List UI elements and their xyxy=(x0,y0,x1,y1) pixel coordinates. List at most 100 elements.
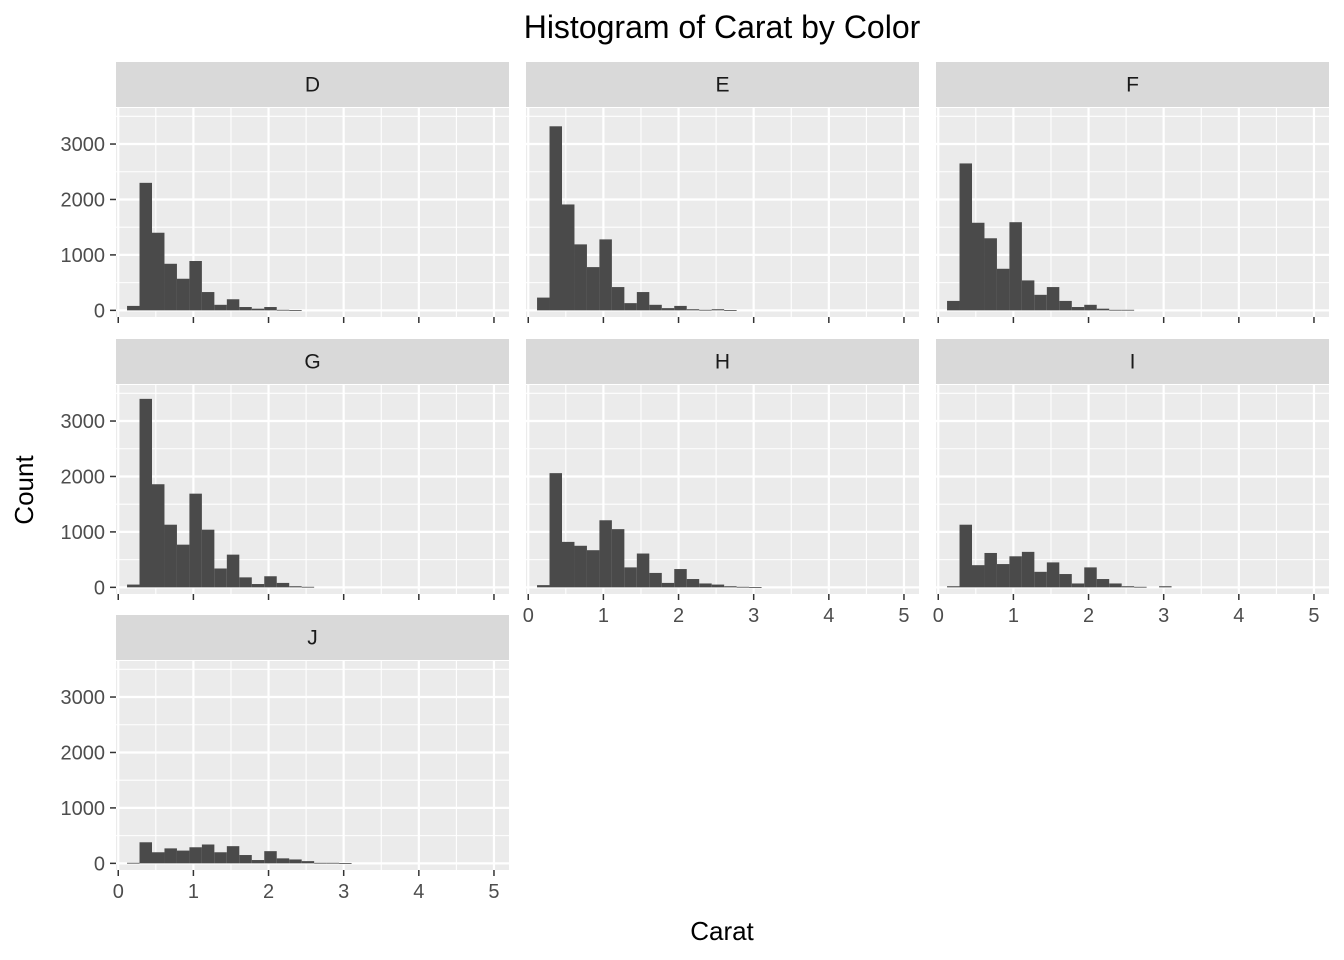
histogram-bar xyxy=(686,579,700,588)
facet-strip-label: I xyxy=(1130,351,1136,374)
histogram-bar xyxy=(1084,304,1097,311)
histogram-bar xyxy=(251,308,265,311)
facet-panel-h: H 0 1 2 3 4 5 xyxy=(523,339,919,627)
histogram-bar xyxy=(674,569,687,588)
facet-panel-f: F xyxy=(936,62,1329,323)
histogram-bar xyxy=(214,304,227,311)
facet-panel-e: E xyxy=(526,62,919,323)
histogram-bar xyxy=(151,852,165,864)
histogram-bar xyxy=(314,862,327,864)
histogram-bar xyxy=(711,309,725,311)
y-tick-label: 1000 xyxy=(61,522,106,544)
histogram-bar xyxy=(214,852,227,864)
histogram-bar xyxy=(561,204,575,311)
y-tick-label: 2000 xyxy=(61,466,106,488)
histogram-bar xyxy=(549,126,562,311)
histogram-bar xyxy=(264,307,277,311)
histogram-bar xyxy=(176,544,190,588)
x-tick-label: 1 xyxy=(1008,605,1019,627)
histogram-bar xyxy=(189,493,202,588)
histogram-bar xyxy=(151,484,165,588)
histogram-bar xyxy=(947,300,960,311)
x-tick-label: 2 xyxy=(1083,605,1094,627)
histogram-bar xyxy=(674,305,687,311)
histogram-bar xyxy=(1109,583,1122,588)
histogram-bar xyxy=(1059,300,1072,311)
histogram-bar xyxy=(661,308,675,311)
facet-strip-label: F xyxy=(1126,74,1139,97)
x-tick-label: 1 xyxy=(598,605,609,627)
y-tick-label: 3000 xyxy=(61,134,106,156)
histogram-bar xyxy=(139,182,152,311)
facet-strip xyxy=(116,62,509,107)
histogram-bar xyxy=(1084,567,1097,588)
histogram-bar xyxy=(301,861,315,864)
histogram-bar xyxy=(959,163,972,311)
histogram-bar xyxy=(164,848,177,864)
histogram-bar xyxy=(1021,551,1035,588)
histogram-bar xyxy=(586,267,600,311)
histogram-bar xyxy=(139,842,152,864)
histogram-bar xyxy=(971,565,985,588)
histogram-bar xyxy=(686,309,700,311)
histogram-bar xyxy=(947,586,960,588)
facet-strip xyxy=(936,339,1329,384)
facet-panel-i: I 0 1 2 3 4 5 xyxy=(933,339,1329,627)
histogram-bar xyxy=(251,584,265,588)
facet-strip xyxy=(526,339,919,384)
histogram-bar xyxy=(201,292,215,311)
histogram-bar xyxy=(624,303,637,311)
histogram-bar xyxy=(624,567,637,588)
x-tick-label: 0 xyxy=(933,605,944,627)
facet-panel-d: D 0 1000 2000 3000 xyxy=(61,62,509,323)
histogram-bar xyxy=(1159,586,1172,588)
histogram-bar xyxy=(1021,280,1035,311)
histogram-bar xyxy=(1096,308,1110,311)
histogram-bar xyxy=(971,222,985,311)
histogram-bar xyxy=(996,268,1010,311)
y-tick-label: 2000 xyxy=(61,189,106,211)
x-tick-label: 0 xyxy=(113,881,124,903)
histogram-bar xyxy=(226,554,240,588)
histogram-bar xyxy=(326,862,340,864)
histogram-bar xyxy=(699,309,712,311)
histogram-bar xyxy=(189,847,202,864)
histogram-bar xyxy=(239,307,252,311)
y-axis-title: Count xyxy=(9,455,39,525)
facet-strip xyxy=(526,62,919,107)
histogram-bar xyxy=(214,568,227,588)
histogram-bar xyxy=(276,858,290,864)
histogram-bar xyxy=(1121,309,1135,311)
histogram-bar xyxy=(226,299,240,311)
x-axis-title: Carat xyxy=(690,916,754,946)
histogram-bar xyxy=(611,529,625,588)
y-tick-label: 0 xyxy=(94,577,105,599)
y-tick-label: 1000 xyxy=(61,798,106,820)
histogram-bar xyxy=(1046,287,1060,311)
histogram-bar xyxy=(276,582,290,588)
histogram-bar xyxy=(1034,571,1047,588)
histogram-bar xyxy=(1009,222,1022,311)
y-tick-label: 0 xyxy=(94,853,105,875)
y-tick-label: 1000 xyxy=(61,245,106,267)
histogram-bar xyxy=(264,576,277,588)
facet-strip-label: J xyxy=(307,627,318,650)
histogram-bar xyxy=(239,577,252,588)
x-tick-label: 4 xyxy=(823,605,834,627)
panel-background xyxy=(116,661,509,870)
histogram-bar xyxy=(164,524,177,588)
histogram-bar xyxy=(276,309,290,311)
histogram-bar xyxy=(176,850,190,864)
x-tick-label: 4 xyxy=(1233,605,1244,627)
histogram-bar xyxy=(636,292,650,311)
histogram-bar xyxy=(649,572,662,588)
histogram-bar xyxy=(661,582,675,588)
histogram-bar xyxy=(599,239,612,311)
histogram-bar xyxy=(649,304,662,311)
histogram-bar xyxy=(537,297,550,311)
histogram-bar xyxy=(1096,579,1110,588)
histogram-bar xyxy=(226,846,240,864)
facet-strip xyxy=(116,339,509,384)
histogram-bar xyxy=(239,855,252,864)
chart-title: Histogram of Carat by Color xyxy=(524,9,921,45)
